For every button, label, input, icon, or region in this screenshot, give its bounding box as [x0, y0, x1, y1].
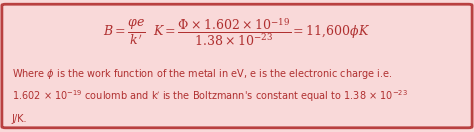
- Text: $B = \dfrac{\varphi e}{k'}\ \ K = \dfrac{\Phi \times 1.602 \times 10^{-19}}{1.38: $B = \dfrac{\varphi e}{k'}\ \ K = \dfrac…: [103, 16, 371, 48]
- Text: 1.602 $\times$ 10$^{-19}$ coulomb and k$'$ is the Boltzmann's constant equal to : 1.602 $\times$ 10$^{-19}$ coulomb and k$…: [12, 88, 408, 104]
- Text: J/K.: J/K.: [12, 114, 27, 124]
- Text: Where $\phi$ is the work function of the metal in eV, e is the electronic charge: Where $\phi$ is the work function of the…: [12, 67, 392, 81]
- FancyBboxPatch shape: [2, 4, 472, 128]
